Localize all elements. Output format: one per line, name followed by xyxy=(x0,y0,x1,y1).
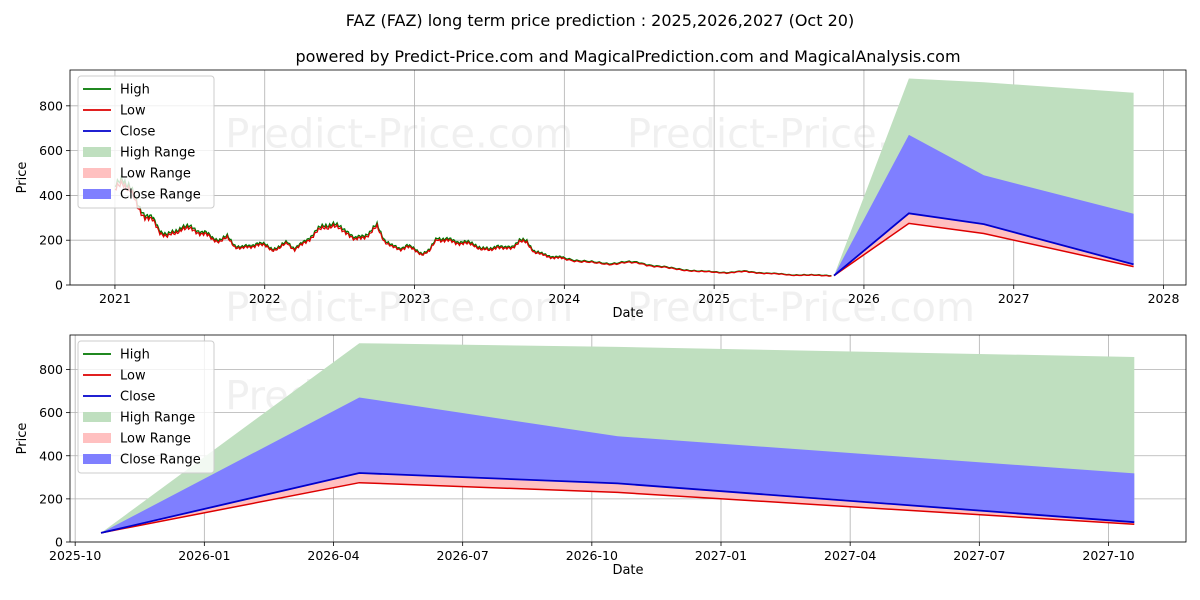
y-tick-label: 0 xyxy=(55,278,63,293)
forecast-low-line xyxy=(100,481,1135,534)
watermark: Predict-Price.com xyxy=(225,285,573,331)
x-tick-label: 2023 xyxy=(399,291,431,306)
x-tick-label: 2026-01 xyxy=(178,548,230,563)
y-tick-label: 200 xyxy=(39,491,63,506)
close-range-area xyxy=(834,134,1134,276)
legend-swatch xyxy=(83,147,111,157)
y-tick-label: 0 xyxy=(55,535,63,550)
legend-label: High Range xyxy=(120,411,195,426)
legend-label: High xyxy=(120,83,150,98)
x-tick-label: 2028 xyxy=(1148,291,1180,306)
legend-swatch xyxy=(83,189,111,199)
legend-swatch xyxy=(83,168,111,178)
x-axis-label: Date xyxy=(612,306,643,321)
plot-area xyxy=(100,343,1135,534)
y-axis-label: Price xyxy=(15,162,30,194)
x-tick-label: 2025-10 xyxy=(49,548,101,563)
forecast-close-line xyxy=(833,212,1134,277)
forecast-close-line xyxy=(100,472,1135,534)
watermark: Predict-Price.com xyxy=(627,285,975,331)
x-tick-label: 2026-04 xyxy=(307,548,359,563)
y-tick-label: 200 xyxy=(39,233,63,248)
panel-forecast-zoom: Predict-Price.comPredict-Price.com2025-1… xyxy=(15,334,1187,578)
x-tick-label: 2027-10 xyxy=(1082,548,1134,563)
legend-label: Close Range xyxy=(120,188,201,203)
legend: High Low Close High Range Low Range Close Ran… xyxy=(77,340,215,474)
y-tick-label: 400 xyxy=(39,188,63,203)
legend-swatch xyxy=(83,433,111,443)
legend-swatch xyxy=(83,454,111,464)
legend-box xyxy=(77,340,215,474)
legend-box xyxy=(77,75,215,209)
x-tick-label: 2024 xyxy=(548,291,580,306)
low-range-area xyxy=(834,212,1134,276)
y-tick-label: 800 xyxy=(39,98,63,113)
x-tick-label: 2027 xyxy=(998,291,1030,306)
legend-label: High xyxy=(120,348,150,363)
history-low-line xyxy=(114,178,832,277)
y-tick-label: 800 xyxy=(39,362,63,377)
y-tick-label: 400 xyxy=(39,448,63,463)
x-tick-label: 2021 xyxy=(99,291,131,306)
chart-subtitle: powered by Predict-Price.com and Magical… xyxy=(295,47,960,66)
close-range-area xyxy=(101,397,1135,533)
watermark: Predict-Price.com xyxy=(225,111,573,157)
x-tick-label: 2026 xyxy=(848,291,880,306)
x-tick-label: 2022 xyxy=(249,291,281,306)
y-tick-label: 600 xyxy=(39,143,63,158)
legend: High Low Close High Range Low Range Close Ran… xyxy=(77,75,215,209)
panel-full-history: Predict-Price.com Predict-Price.com Predic… xyxy=(15,69,1187,331)
x-tick-label: 2027-01 xyxy=(695,548,747,563)
chart-title: FAZ (FAZ) long term price prediction : 2… xyxy=(346,11,854,30)
x-axis-label: Date xyxy=(612,563,643,578)
legend-label: Low xyxy=(120,369,146,384)
legend-swatch xyxy=(83,412,111,422)
plot-frame xyxy=(69,69,1187,286)
panels: Predict-Price.com Predict-Price.comPredic… xyxy=(15,69,1187,578)
legend-label: Low Range xyxy=(120,167,191,182)
legend-label: Close xyxy=(120,125,155,140)
low-range-area xyxy=(101,472,1135,533)
legend-label: Close Range xyxy=(120,453,201,468)
legend-label: High Range xyxy=(120,146,195,161)
x-tick-label: 2027-04 xyxy=(824,548,876,563)
y-tick-label: 600 xyxy=(39,405,63,420)
x-tick-label: 2027-07 xyxy=(953,548,1005,563)
plot-frame xyxy=(69,334,1187,543)
x-tick-label: 2025 xyxy=(698,291,730,306)
legend-label: Low xyxy=(120,104,146,119)
x-tick-label: 2026-10 xyxy=(566,548,618,563)
plot-area xyxy=(114,78,1134,277)
y-axis-label: Price xyxy=(15,423,30,455)
forecast-low-line xyxy=(833,222,1134,277)
legend-label: Close xyxy=(120,390,155,405)
legend-label: Low Range xyxy=(120,432,191,447)
x-tick-label: 2026-07 xyxy=(437,548,489,563)
history-high-line xyxy=(114,174,832,277)
